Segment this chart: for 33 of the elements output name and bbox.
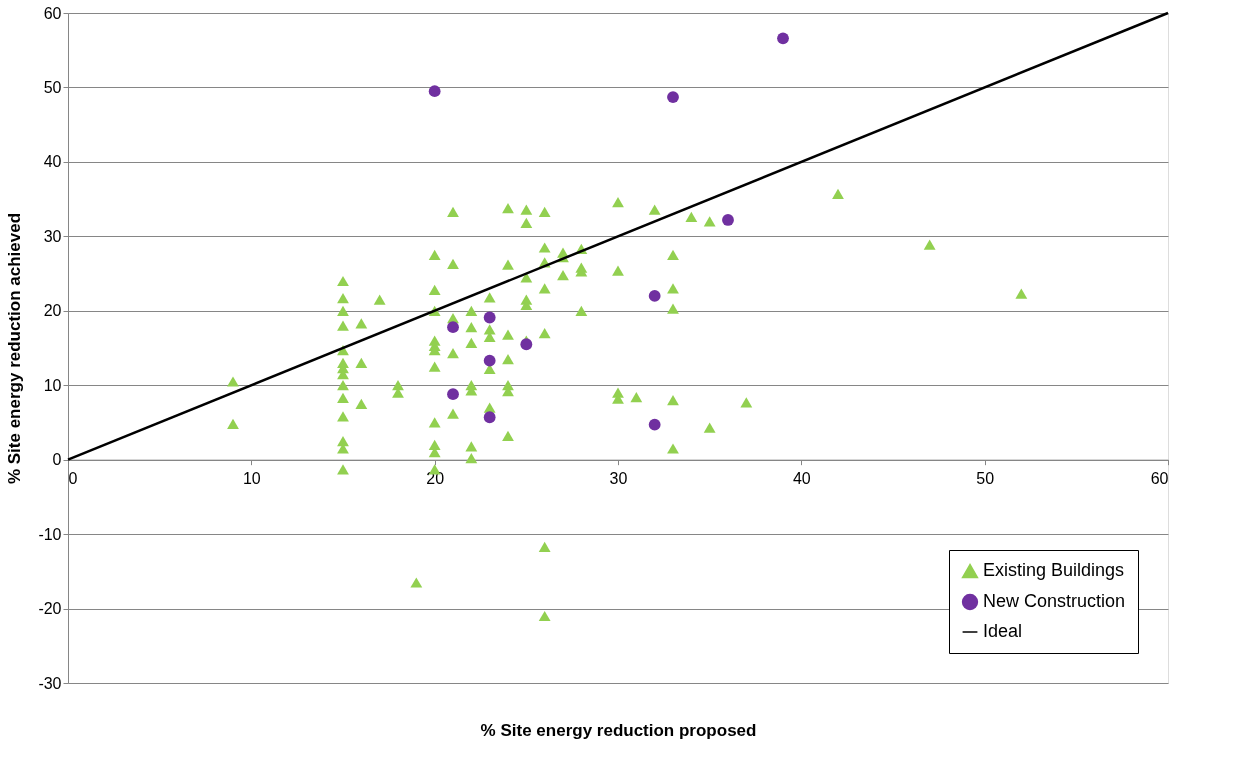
x-tick-label: 50 (976, 470, 995, 488)
point (483, 411, 496, 424)
point (428, 85, 441, 98)
point (447, 388, 459, 401)
x-tick-label: 60 (1150, 470, 1169, 488)
legend-label: Existing Buildings (983, 560, 1125, 580)
y-tick-label: -20 (38, 600, 62, 618)
point (648, 418, 661, 431)
point (722, 214, 734, 226)
y-axis-title: % Site energy reduction achieved (5, 212, 25, 485)
x-tick-label: 10 (242, 470, 261, 488)
point (483, 311, 496, 324)
y-tick-label: 10 (43, 376, 62, 394)
point (483, 354, 496, 367)
point (648, 289, 661, 302)
y-tick-label: 0 (52, 451, 62, 469)
x-axis-title: % Site energy reduction proposed (480, 720, 757, 740)
x-tick-label: 30 (609, 470, 628, 488)
point (667, 91, 679, 104)
point (520, 338, 533, 351)
legend-label: Ideal (983, 621, 1023, 641)
y-tick-label: 40 (43, 153, 62, 171)
x-tick-label: 40 (792, 470, 811, 488)
point (777, 32, 789, 45)
y-tick-label: -30 (38, 674, 62, 692)
y-tick-label: 30 (43, 227, 62, 245)
legend-label: New Construction (983, 591, 1126, 611)
x-tick-label: 0 (68, 470, 78, 488)
y-tick-label: -10 (38, 525, 62, 543)
y-tick-label: 20 (43, 302, 62, 320)
y-tick-label: 50 (43, 78, 62, 96)
point (447, 321, 459, 334)
y-tick-label: 60 (43, 4, 62, 22)
